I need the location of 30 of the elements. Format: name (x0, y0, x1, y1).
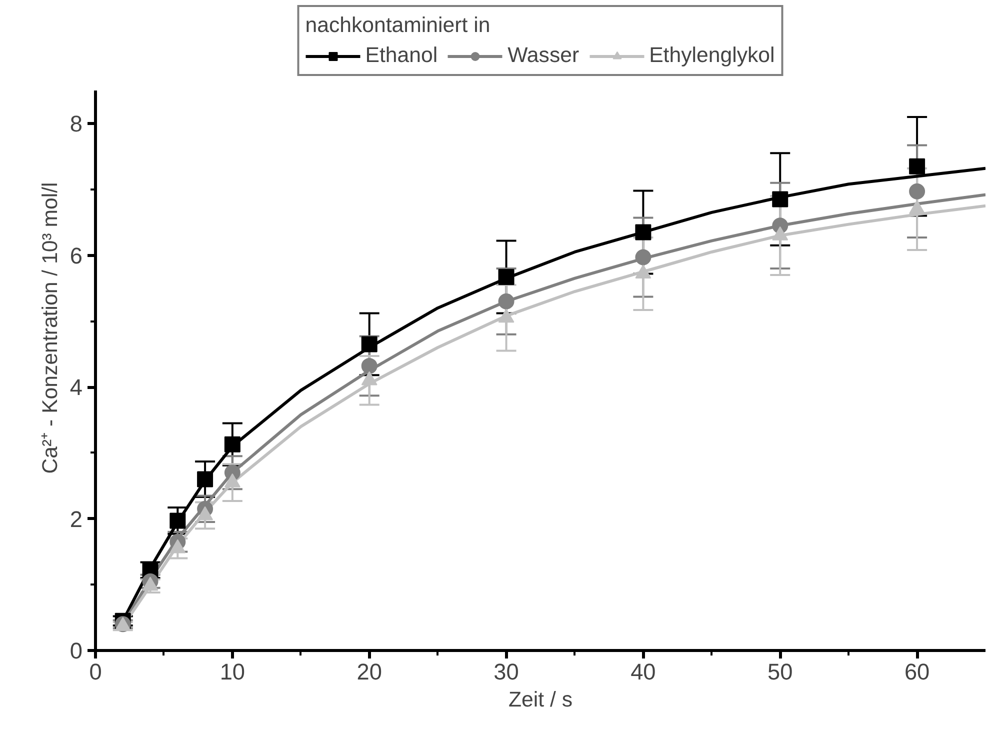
point (635, 249, 652, 266)
y-tick-label: 8 (70, 110, 83, 137)
x-tick-label: 60 (904, 658, 930, 684)
x-tick-label: 30 (494, 658, 519, 684)
x-tick-label: 20 (356, 658, 382, 684)
x-tick-label: 10 (220, 658, 246, 684)
point (909, 158, 926, 174)
point (224, 436, 240, 452)
legend-label: Ethanol (365, 43, 438, 68)
point (498, 269, 514, 286)
point (772, 191, 788, 208)
legend-title: nachkontaminiert in (305, 13, 492, 38)
point (197, 471, 214, 488)
point (361, 336, 378, 352)
legend-label: Wasser (508, 43, 580, 68)
point (361, 358, 378, 374)
y-tick-label: 4 (70, 374, 83, 400)
legend-label: Ethylenglykol (649, 43, 775, 68)
y-tick-label: 2 (70, 506, 83, 532)
point (909, 183, 926, 200)
y-axis-title: Ca²⁺ - Konzentration / 10³ mol/l (38, 182, 62, 474)
x-tick-label: 50 (768, 658, 793, 684)
x-tick-label: 40 (630, 658, 656, 684)
x-tick-label: 0 (89, 658, 102, 684)
point (635, 224, 652, 240)
point (170, 512, 186, 529)
point (498, 293, 514, 310)
y-tick-label: 6 (70, 242, 83, 268)
y-tick-label: 0 (70, 638, 83, 664)
x-axis-title: Zeit / s (508, 688, 573, 712)
